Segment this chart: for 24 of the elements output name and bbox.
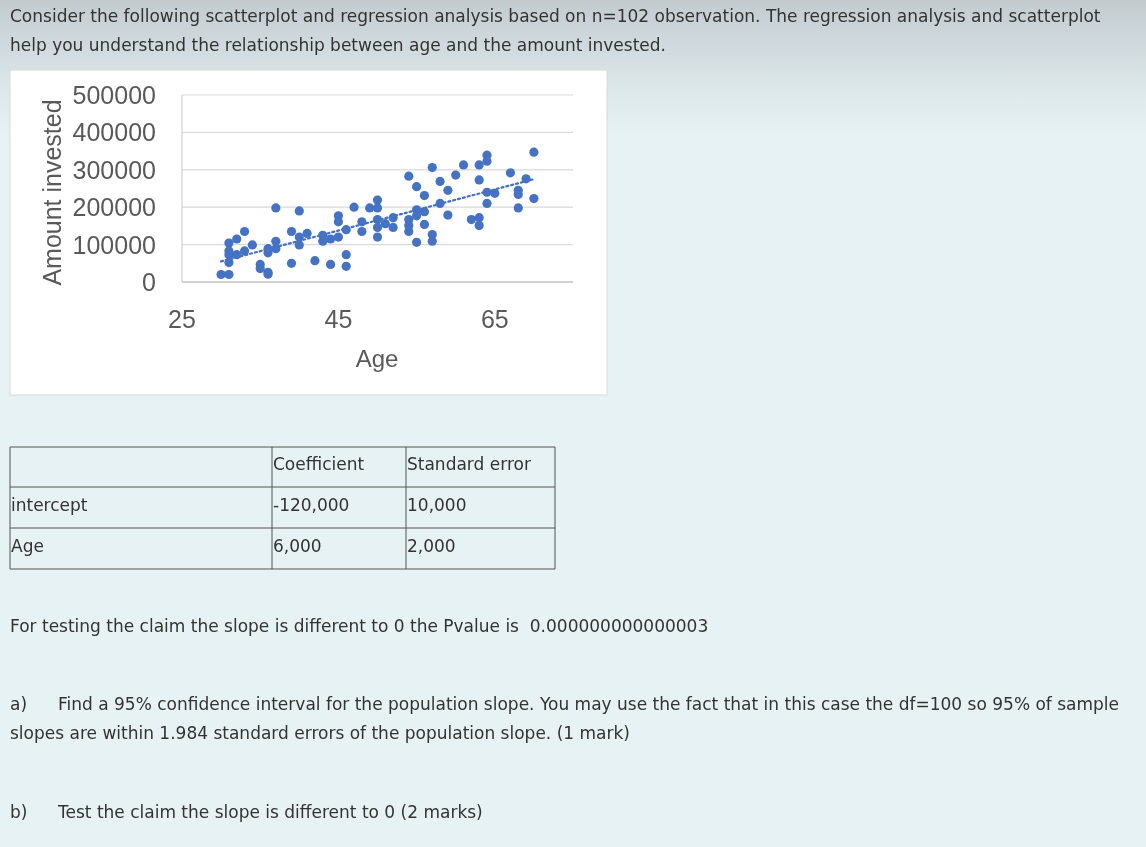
text: Coefficient: [273, 454, 365, 474]
text: b): [10, 802, 28, 822]
text: -120,000: [273, 494, 350, 515]
x-tick-label: 45: [324, 305, 353, 333]
y-tick-label: 200000: [72, 193, 156, 222]
y-axis-title: Amount invested: [38, 99, 66, 286]
text: 6,000: [273, 535, 322, 556]
text: intercept: [11, 494, 88, 515]
text: For testing the claim the slope is different to 0 the Pvalue is 0.000000000000003: [10, 616, 709, 636]
x-axis-title: Age: [355, 344, 399, 372]
y-tick-label: 100000: [72, 230, 156, 259]
y-tick-label: 300000: [72, 155, 156, 184]
chart-title: Consider the following scatterplot and regression analysis based on n=102 observation. The regression analysis and scatterplot help you understand the relationship between age and the amount invested.: [10, 6, 1101, 55]
text: 10,000: [407, 494, 467, 515]
text: Age: [11, 535, 44, 556]
x-tick-label: 25: [168, 305, 196, 333]
y-tick-label: 500000: [72, 81, 156, 109]
text: Standard error: [407, 454, 531, 474]
text: a): [10, 694, 28, 714]
y-tick-label: 0: [142, 268, 156, 296]
y-tick-label: 400000: [72, 118, 156, 147]
x-tick-label: 65: [480, 305, 509, 333]
text: Test the claim the slope is different to 0 (2 marks): [57, 802, 483, 822]
text: 2,000: [407, 535, 456, 556]
